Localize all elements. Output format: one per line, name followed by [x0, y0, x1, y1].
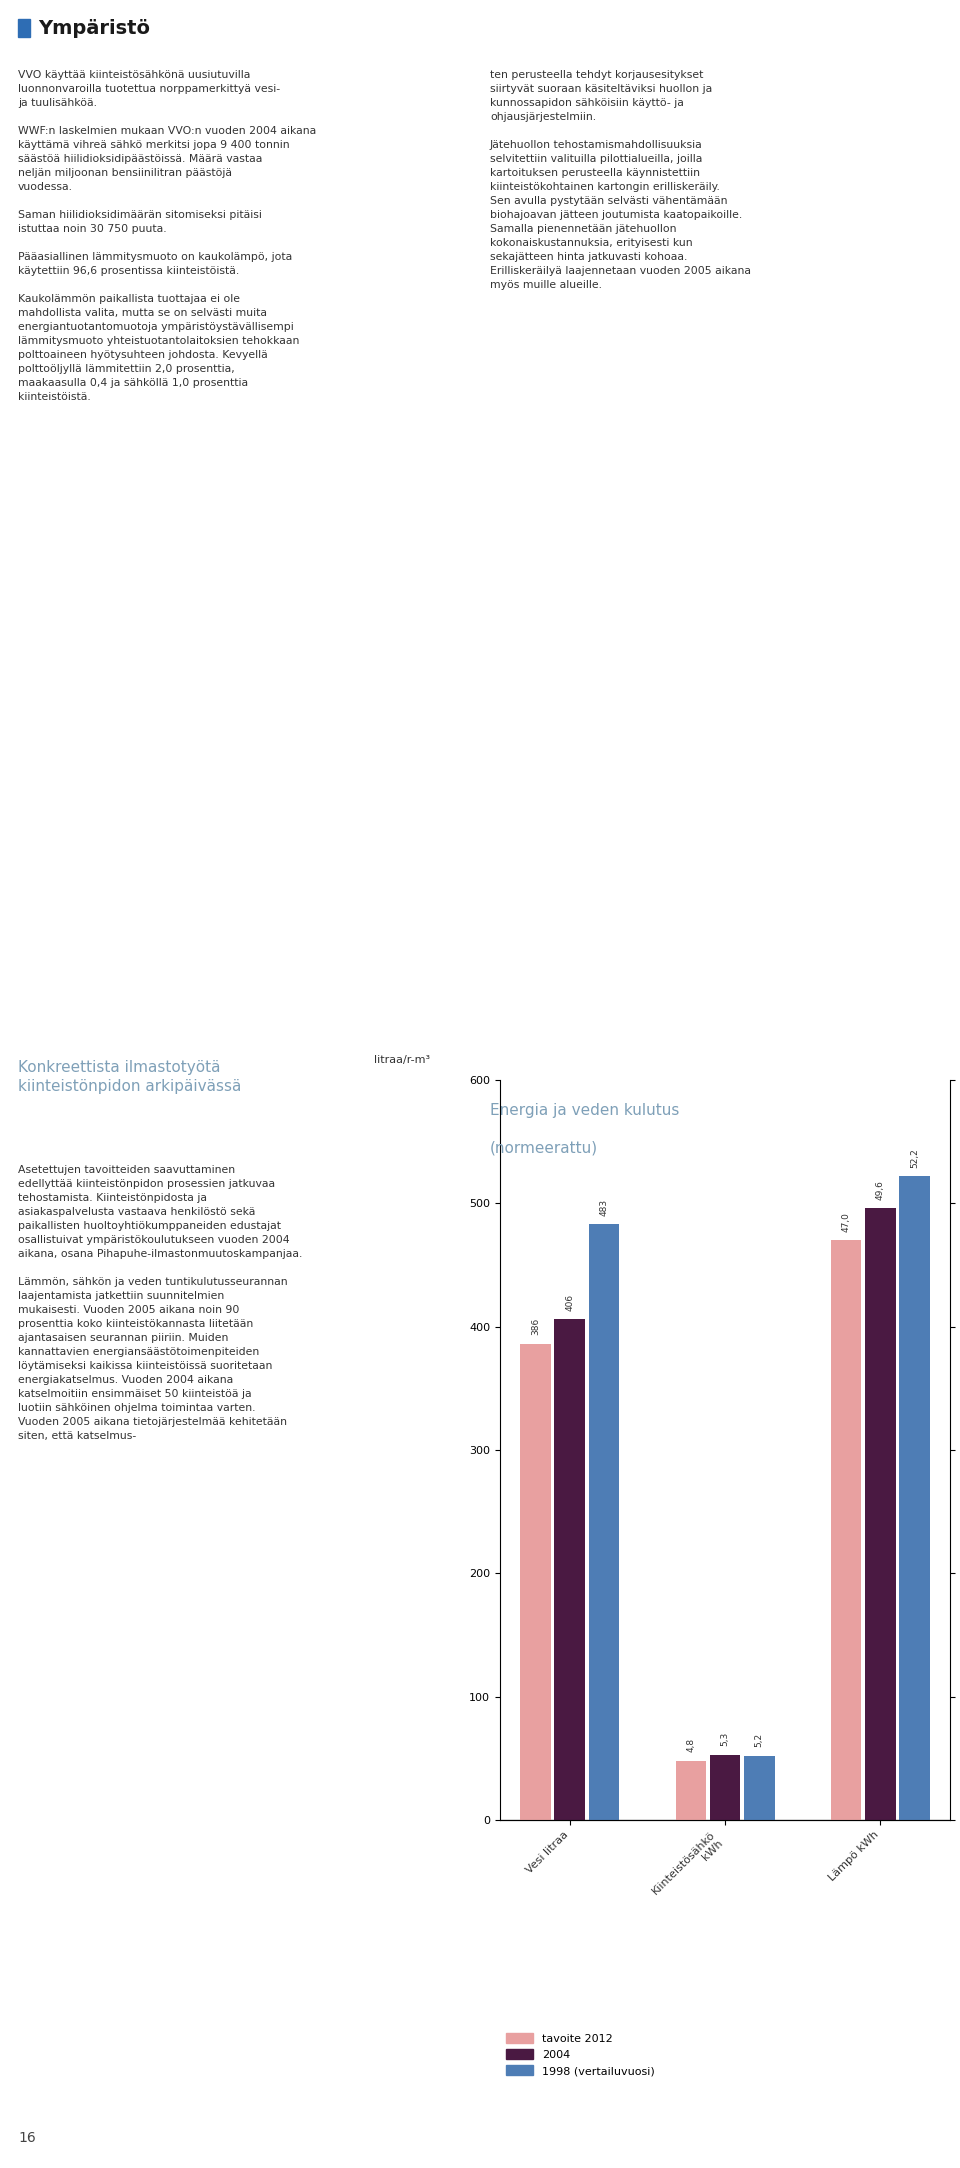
Text: litraa/r-m³: litraa/r-m³: [374, 1056, 430, 1064]
Text: Asetettujen tavoitteiden saavuttaminen
edellyttää kiinteistönpidon prosessien ja: Asetettujen tavoitteiden saavuttaminen e…: [18, 1164, 302, 1442]
Text: 5,3: 5,3: [721, 1732, 730, 1745]
Text: ten perusteella tehdyt korjausesitykset
siirtyvät suoraan käsiteltäviksi huollon: ten perusteella tehdyt korjausesitykset …: [490, 69, 751, 291]
Text: 16: 16: [18, 2131, 36, 2144]
Text: (normeerattu): (normeerattu): [490, 1140, 598, 1156]
Text: 406: 406: [565, 1294, 574, 1312]
Text: 49,6: 49,6: [876, 1179, 885, 1199]
Bar: [744, 1756, 775, 1819]
Bar: [899, 1177, 929, 1819]
Text: Energia ja veden kulutus: Energia ja veden kulutus: [490, 1104, 680, 1117]
Bar: [676, 1760, 707, 1819]
Bar: [865, 1208, 896, 1819]
Text: 386: 386: [531, 1318, 540, 1335]
Text: 52,2: 52,2: [910, 1147, 919, 1169]
Text: Konkreettista ilmastotyötä
kiinteistönpidon arkipäivässä: Konkreettista ilmastotyötä kiinteistönpi…: [18, 1060, 241, 1093]
Bar: [830, 1240, 861, 1819]
Text: 5,2: 5,2: [755, 1732, 763, 1747]
Text: 4,8: 4,8: [686, 1739, 695, 1752]
Bar: [520, 1344, 551, 1819]
Text: 483: 483: [599, 1199, 609, 1216]
Bar: [588, 1225, 619, 1819]
Legend: tavoite 2012, 2004, 1998 (vertailuvuosi): tavoite 2012, 2004, 1998 (vertailuvuosi): [506, 2034, 655, 2077]
Text: 47,0: 47,0: [842, 1212, 851, 1231]
Bar: [709, 1754, 740, 1819]
Text: VVO käyttää kiinteistösähkönä uusiutuvilla
luonnonvaroilla tuotettua norppamerki: VVO käyttää kiinteistösähkönä uusiutuvil…: [18, 69, 316, 401]
Text: Ympäristö: Ympäristö: [38, 20, 150, 37]
Bar: [555, 1320, 586, 1819]
